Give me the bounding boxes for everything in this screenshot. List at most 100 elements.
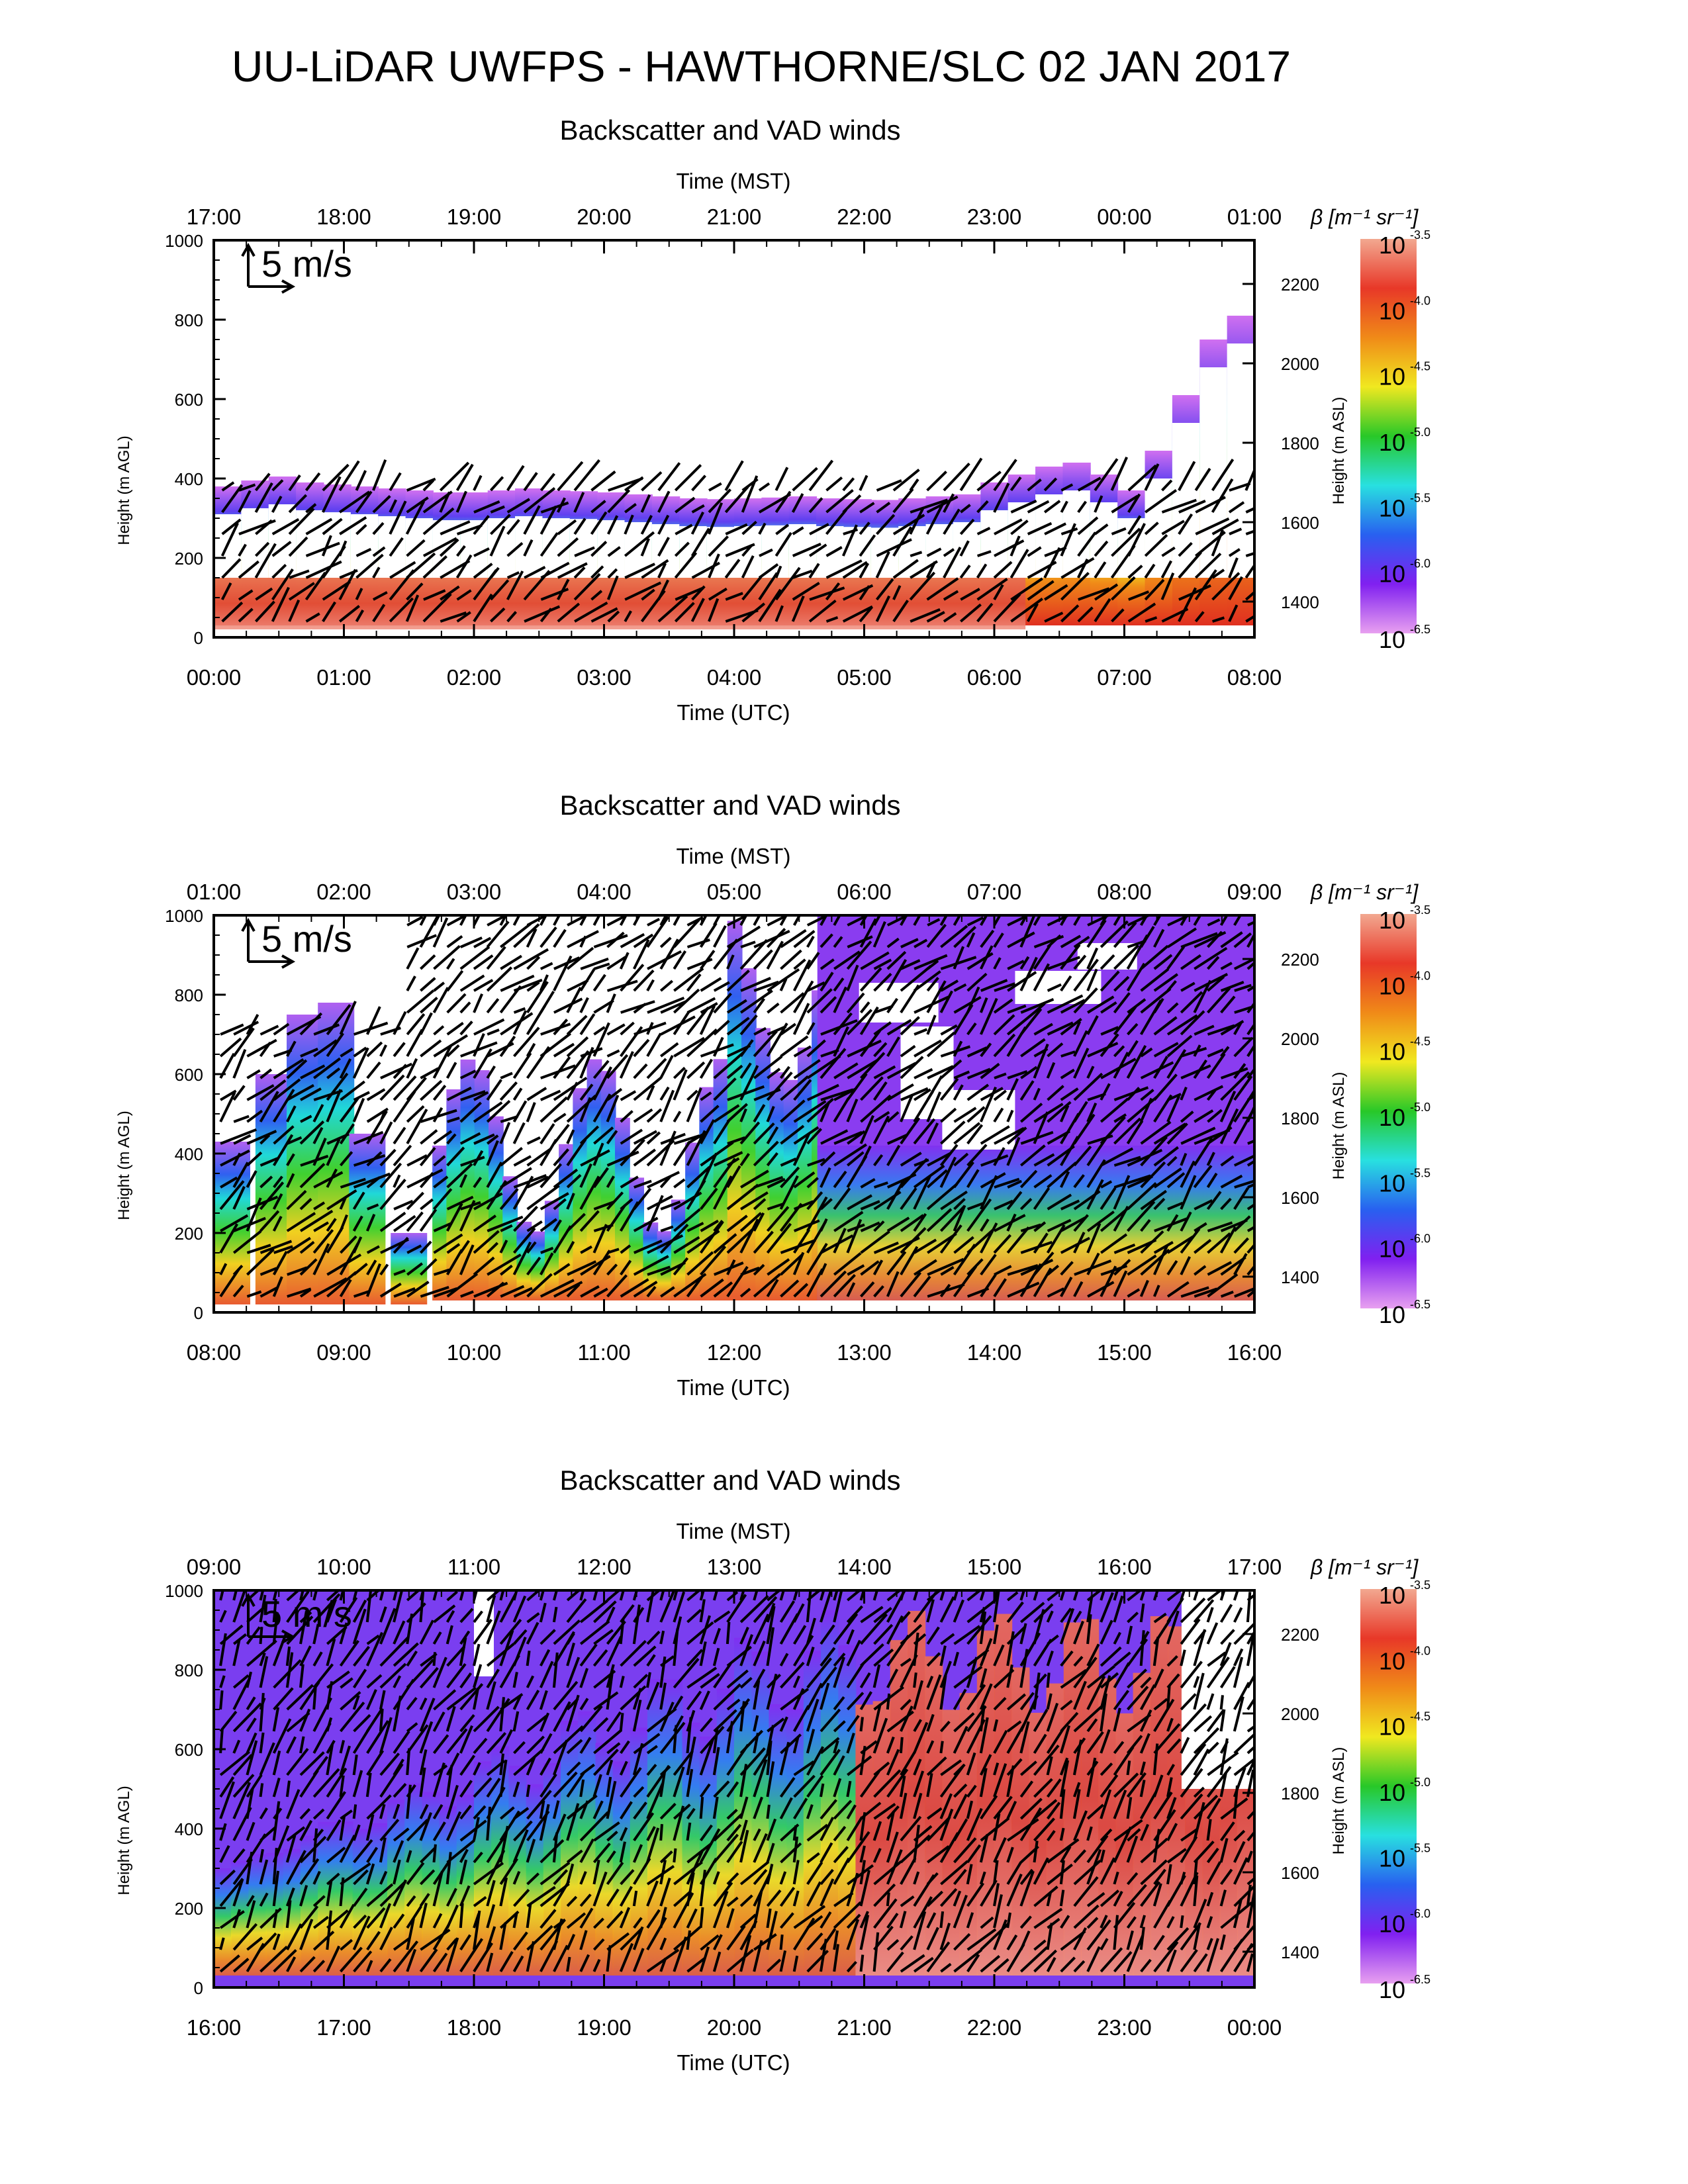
wind-vector <box>1113 1707 1121 1732</box>
wind-vector <box>1140 1047 1153 1058</box>
wind-vector <box>419 1666 439 1689</box>
wind-vector <box>846 1218 863 1253</box>
wind-vector <box>486 1880 496 1907</box>
wind-vector <box>624 476 644 492</box>
wind-vector <box>739 1212 763 1232</box>
wind-vector <box>659 1878 671 1907</box>
wind-vector <box>1113 1826 1133 1863</box>
wind-vector <box>1127 1668 1147 1689</box>
wind-vector <box>606 1945 612 1972</box>
wind-vector <box>1219 1838 1229 1863</box>
wind-vector <box>459 1725 473 1754</box>
wind-vector <box>246 1069 261 1079</box>
wind-vector <box>640 494 651 513</box>
wind-vector <box>286 1105 297 1122</box>
wind-vector <box>566 1863 575 1885</box>
wind-vector <box>1019 1807 1043 1842</box>
wind-vector <box>232 1754 253 1776</box>
wind-vector <box>379 1717 393 1754</box>
wind-vector <box>1007 1004 1027 1014</box>
wind-vector <box>339 1596 358 1623</box>
wind-vector <box>1166 1014 1198 1036</box>
wind-vector <box>271 563 287 579</box>
wind-vector <box>624 531 655 557</box>
wind-vector <box>847 1058 879 1079</box>
wind-vector <box>712 1747 720 1776</box>
y-tick-label: 600 <box>175 1065 203 1085</box>
wind-vector <box>473 1862 504 1886</box>
wind-vector <box>926 960 939 970</box>
wind-vector <box>393 1620 406 1645</box>
wind-vector <box>1206 1819 1212 1841</box>
wind-vector <box>432 1913 443 1929</box>
wind-vector <box>326 1846 346 1864</box>
wind-vector <box>1019 956 1038 991</box>
wind-vector <box>979 1668 988 1688</box>
wind-vector <box>553 1680 579 1711</box>
wind-vector <box>686 1822 692 1841</box>
wind-vector <box>432 1803 444 1820</box>
wind-vector <box>993 1234 1011 1254</box>
wind-vector <box>659 1721 686 1754</box>
x-tick-label: 04:00 <box>707 665 762 690</box>
wind-vector <box>1246 932 1254 948</box>
wind-vector <box>1033 1187 1051 1210</box>
wind-vector <box>473 1230 500 1254</box>
wind-vector <box>674 464 702 492</box>
colorbar-tick-base: 10 <box>1379 1779 1405 1806</box>
colorbar: β [m⁻¹ sr⁻¹]10 -3.510 -4.010 -4.510 -5.010 -5… <box>1310 1555 1430 2003</box>
wind-vector <box>312 1104 324 1122</box>
wind-vector <box>914 954 948 970</box>
wind-vector <box>1033 944 1052 970</box>
wind-vector <box>288 536 308 557</box>
wind-vector <box>739 1062 752 1079</box>
wind-vector <box>285 1780 291 1797</box>
wind-vector <box>926 1031 955 1058</box>
wind-vector <box>286 1059 308 1079</box>
wind-vector <box>758 482 771 492</box>
wind-vector <box>980 1172 1006 1189</box>
colorbar-tick-base: 10 <box>1379 1844 1405 1872</box>
wind-vector <box>365 1689 377 1710</box>
y2-tick-label: 1400 <box>1281 1267 1319 1287</box>
wind-vector <box>1126 1934 1145 1972</box>
wind-vector <box>432 1870 444 1907</box>
wind-vector <box>606 1175 615 1189</box>
wind-vector <box>285 1888 295 1907</box>
wind-vector <box>526 1784 531 1797</box>
wind-vector <box>539 1123 555 1145</box>
wind-vector <box>980 1222 998 1253</box>
wind-vector <box>1180 1211 1192 1232</box>
wind-vector <box>914 1158 929 1167</box>
wind-vector <box>913 1275 931 1298</box>
wind-vector <box>1046 1957 1056 1972</box>
wind-vector <box>500 1147 523 1167</box>
wind-vector <box>1193 1899 1207 1929</box>
wind-vector <box>926 1713 935 1732</box>
wind-vector <box>566 1081 579 1101</box>
wind-vector <box>1100 1147 1134 1167</box>
wind-vector <box>1180 1618 1201 1645</box>
wind-vector <box>713 1610 731 1623</box>
wind-vector <box>232 1049 247 1079</box>
wind-vector <box>953 1948 983 1973</box>
wind-vector <box>593 1717 609 1733</box>
wind-vector <box>753 1198 767 1210</box>
wind-vector <box>1180 1915 1184 1929</box>
wind-vector <box>766 1674 782 1689</box>
wind-vector <box>833 1143 867 1167</box>
wind-vector <box>1193 1059 1207 1079</box>
wind-vector <box>259 1091 279 1123</box>
wind-vector <box>659 1630 665 1645</box>
wind-vector <box>1073 1810 1088 1841</box>
wind-vector <box>1180 1087 1188 1101</box>
wind-vector <box>432 1844 437 1863</box>
top-x-tick-label: 23:00 <box>967 205 1022 229</box>
wind-vector <box>775 523 789 535</box>
wind-vector <box>379 1837 387 1863</box>
wind-vector <box>1127 1201 1156 1232</box>
wind-vector <box>633 1607 645 1623</box>
wind-vector <box>1180 1661 1203 1689</box>
wind-vector <box>753 1640 766 1666</box>
wind-vector <box>686 1649 704 1667</box>
